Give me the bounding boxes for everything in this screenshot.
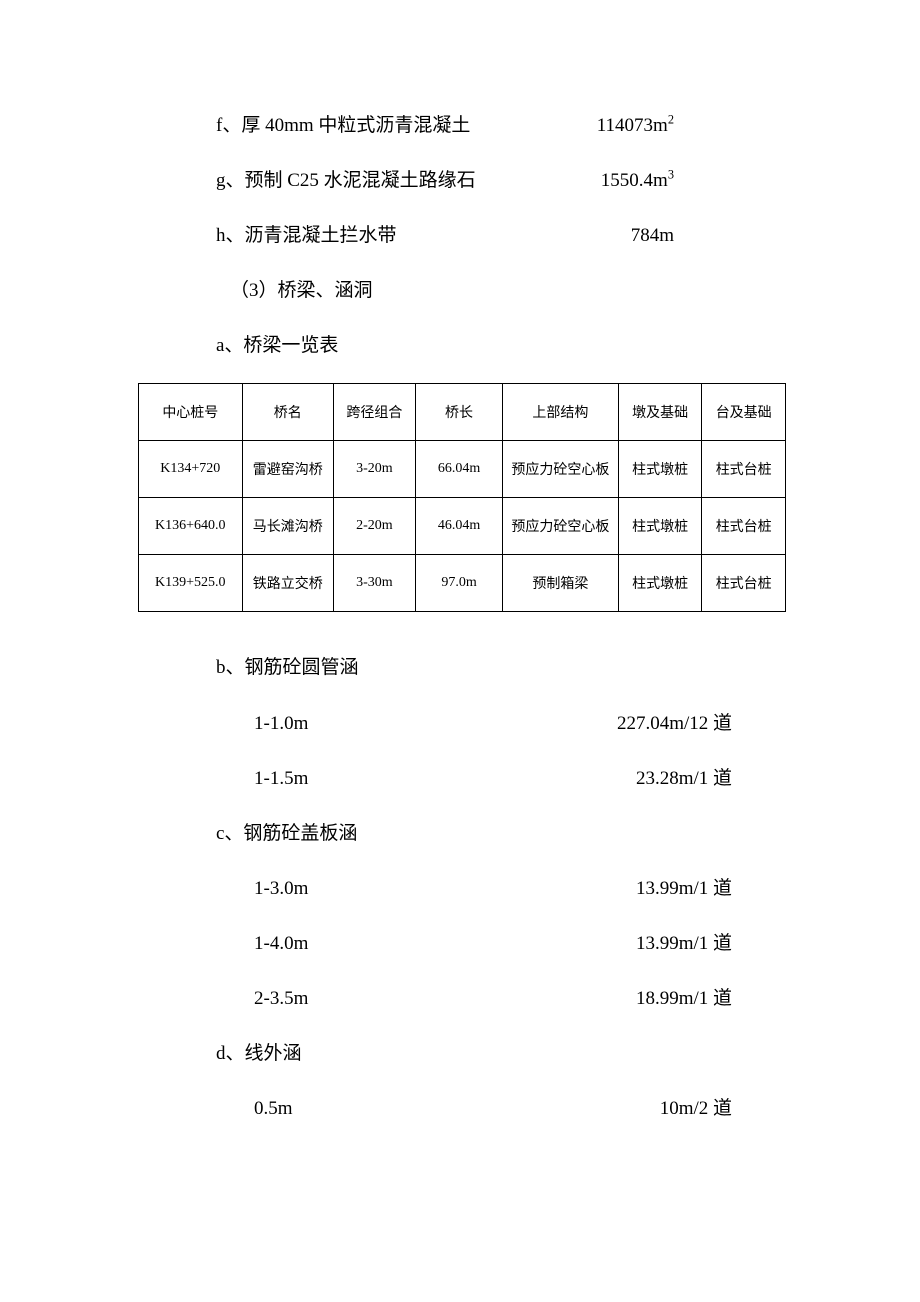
- culvert-section-heading: d、线外涵: [138, 1036, 782, 1072]
- table-cell: 柱式台桩: [702, 498, 786, 555]
- culvert-qty: 10m/2 道: [660, 1091, 782, 1127]
- material-line: h、沥青混凝土拦水带 784m: [138, 218, 782, 254]
- culvert-spec: 1-3.0m: [138, 871, 308, 907]
- culvert-row: 1-1.0m 227.04m/12 道: [138, 706, 782, 742]
- table-row: K136+640.0马长滩沟桥2-20m46.04m预应力砼空心板柱式墩桩柱式台…: [139, 498, 786, 555]
- material-value: 784m: [631, 218, 782, 254]
- culvert-qty: 227.04m/12 道: [617, 706, 782, 742]
- culvert-section-heading: c、钢筋砼盖板涵: [138, 816, 782, 852]
- table-cell: 马长滩沟桥: [242, 498, 333, 555]
- culvert-section-heading-text: c、钢筋砼盖板涵: [216, 816, 357, 852]
- culvert-spec: 1-4.0m: [138, 926, 308, 962]
- table-cell: 预应力砼空心板: [503, 441, 619, 498]
- culvert-qty: 18.99m/1 道: [636, 981, 782, 1017]
- table-cell: 柱式台桩: [702, 441, 786, 498]
- table-cell: 2-20m: [333, 498, 415, 555]
- culvert-row: 2-3.5m 18.99m/1 道: [138, 981, 782, 1017]
- culvert-qty: 13.99m/1 道: [636, 926, 782, 962]
- culvert-spec: 1-1.5m: [138, 761, 308, 797]
- section-3-heading-text: （3）桥梁、涵洞: [230, 273, 373, 309]
- table-header-row: 中心桩号桥名跨径组合桥长上部结构墩及基础台及基础: [139, 384, 786, 441]
- table-cell: 柱式墩桩: [618, 498, 702, 555]
- culvert-qty: 13.99m/1 道: [636, 871, 782, 907]
- material-label: g、预制 C25 水泥混凝土路缘石: [216, 163, 476, 199]
- culvert-row: 0.5m 10m/2 道: [138, 1091, 782, 1127]
- table-cell: 46.04m: [416, 498, 503, 555]
- section-3-heading: （3）桥梁、涵洞: [138, 273, 782, 309]
- column-header: 桥名: [242, 384, 333, 441]
- bridge-list-heading-text: a、桥梁一览表: [216, 328, 338, 364]
- column-header: 桥长: [416, 384, 503, 441]
- material-label: h、沥青混凝土拦水带: [216, 218, 397, 254]
- column-header: 中心桩号: [139, 384, 243, 441]
- table-cell: 柱式墩桩: [618, 441, 702, 498]
- table-cell: 铁路立交桥: [242, 555, 333, 612]
- culvert-section-heading: b、钢筋砼圆管涵: [138, 650, 782, 686]
- table-cell: 97.0m: [416, 555, 503, 612]
- material-line: g、预制 C25 水泥混凝土路缘石 1550.4m3: [138, 163, 782, 199]
- material-line: f、厚 40mm 中粒式沥青混凝土 114073m2: [138, 108, 782, 144]
- material-label: f、厚 40mm 中粒式沥青混凝土: [216, 108, 470, 144]
- bridge-list-heading: a、桥梁一览表: [138, 328, 782, 364]
- culvert-spec: 2-3.5m: [138, 981, 308, 1017]
- column-header: 台及基础: [702, 384, 786, 441]
- column-header: 上部结构: [503, 384, 619, 441]
- culvert-row: 1-1.5m 23.28m/1 道: [138, 761, 782, 797]
- table-cell: 柱式墩桩: [618, 555, 702, 612]
- table-cell: K139+525.0: [139, 555, 243, 612]
- culvert-qty: 23.28m/1 道: [636, 761, 782, 797]
- table-cell: K136+640.0: [139, 498, 243, 555]
- column-header: 墩及基础: [618, 384, 702, 441]
- table-row: K134+720雷避窑沟桥3-20m66.04m预应力砼空心板柱式墩桩柱式台桩: [139, 441, 786, 498]
- table-cell: 66.04m: [416, 441, 503, 498]
- culvert-row: 1-3.0m 13.99m/1 道: [138, 871, 782, 907]
- culvert-spec: 1-1.0m: [138, 706, 308, 742]
- table-cell: 预应力砼空心板: [503, 498, 619, 555]
- table-cell: 3-30m: [333, 555, 415, 612]
- table-cell: 3-20m: [333, 441, 415, 498]
- column-header: 跨径组合: [333, 384, 415, 441]
- table-cell: K134+720: [139, 441, 243, 498]
- material-value: 1550.4m3: [601, 163, 782, 199]
- culvert-section-heading-text: d、线外涵: [216, 1036, 302, 1072]
- culvert-row: 1-4.0m 13.99m/1 道: [138, 926, 782, 962]
- table-cell: 柱式台桩: [702, 555, 786, 612]
- document-body: f、厚 40mm 中粒式沥青混凝土 114073m2 g、预制 C25 水泥混凝土路…: [0, 108, 920, 1127]
- bridge-table: 中心桩号桥名跨径组合桥长上部结构墩及基础台及基础 K134+720雷避窑沟桥3-…: [138, 383, 786, 612]
- table-cell: 预制箱梁: [503, 555, 619, 612]
- material-value: 114073m2: [597, 108, 782, 144]
- table-cell: 雷避窑沟桥: [242, 441, 333, 498]
- culvert-spec: 0.5m: [138, 1091, 293, 1127]
- culvert-section-heading-text: b、钢筋砼圆管涵: [216, 650, 359, 686]
- table-row: K139+525.0铁路立交桥3-30m97.0m预制箱梁柱式墩桩柱式台桩: [139, 555, 786, 612]
